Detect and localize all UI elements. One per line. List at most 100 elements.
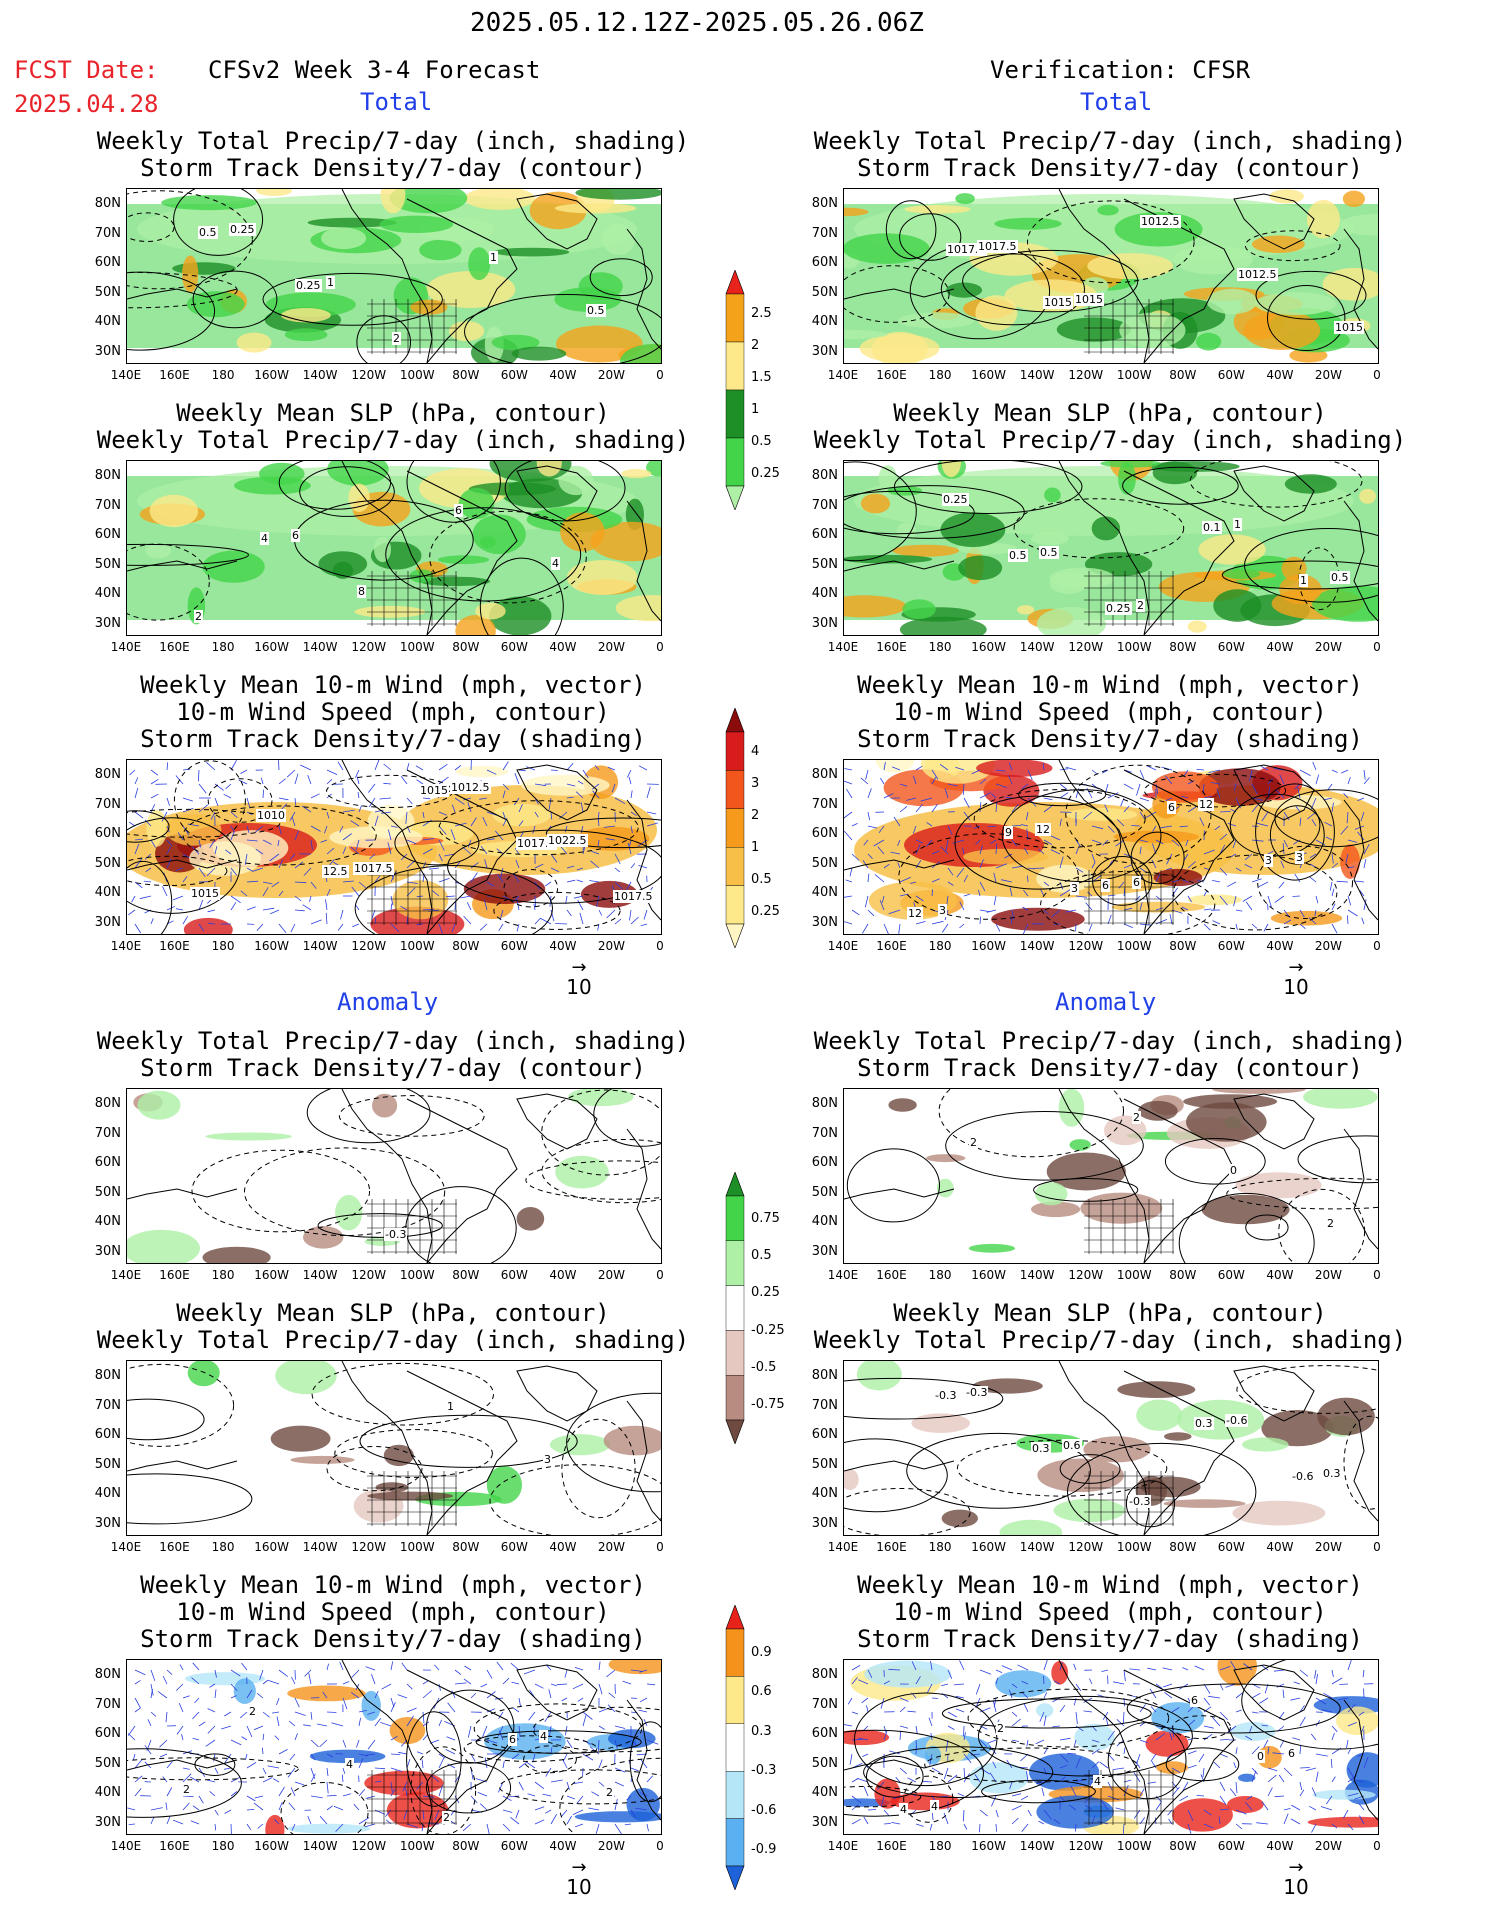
longitude-label: 20W [1314,939,1343,953]
longitude-label: 40W [549,939,577,953]
latitude-label: 50N [811,855,838,871]
latitude-label: 40N [811,314,838,329]
panel-title-line: Weekly Mean SLP (hPa, contour) [176,399,610,427]
longitude-label: 160E [876,1268,907,1282]
contour-label: 0.3 [1194,1417,1214,1430]
contour-label: 4 [930,1800,939,1813]
panel-title-line: Weekly Total Precip/7-day (inch, shading… [813,426,1407,454]
latitude-label: 30N [94,1515,121,1531]
latitude-label: 30N [94,1243,121,1259]
longitude-label: 160E [876,1839,907,1853]
longitude-label: 0 [656,640,664,654]
longitude-label: 120W [1068,368,1104,382]
forecast-total-slp-precip-title: Weekly Mean SLP (hPa, contour) Weekly Tot… [83,400,703,454]
latitude-label: 50N [94,1456,121,1472]
longitude-label: 180 [211,1839,235,1853]
reference-arrow-icon: → [571,957,587,978]
map-canvas [127,1660,661,1834]
contour-label: 0.25 [1105,602,1132,615]
latitude-label: 70N [94,1696,121,1712]
longitude-label: 80W [1169,640,1197,654]
latitude-label: 50N [811,556,838,572]
latitude-label: 80N [811,767,838,782]
longitude-label: 180 [928,939,952,953]
reference-vector-label: 10 [566,1875,592,1899]
latitude-label: 60N [94,527,121,542]
longitude-label: 0 [656,1268,664,1282]
contour-label: 3 [938,904,947,917]
latitude-label: 40N [94,1785,121,1800]
contour-label: 2 [969,1136,978,1149]
longitude-label: 140W [1019,1268,1055,1282]
latitude-label: 40N [94,885,121,900]
contour-label: 1017.5 [516,837,557,850]
longitude-label: 120W [1068,939,1104,953]
section-total-right: Total [1080,88,1153,116]
contour-label: 6 [454,504,463,517]
contour-label: 0.25 [942,493,969,506]
contour-label: 3 [1070,882,1079,895]
contour-label: 1012.5 [1140,215,1181,228]
latitude-label: 80N [94,767,121,782]
longitude-label: 180 [928,1268,952,1282]
longitude-label: 0 [656,1540,664,1554]
contour-label: 2 [1132,1111,1141,1124]
longitude-label: 40W [1266,640,1294,654]
longitude-label: 100W [1116,640,1152,654]
latitude-label: 50N [811,1184,838,1200]
latitude-label: 30N [811,1243,838,1259]
longitude-label: 140W [1019,1540,1055,1554]
longitude-label: 80W [452,1839,480,1853]
contour-label: -0.6 [1225,1414,1249,1427]
longitude-label: 140E [827,939,859,953]
longitude-label: 80W [452,939,480,953]
longitude-label: 60W [1217,368,1245,382]
longitude-label: 40W [1266,1268,1294,1282]
contour-label: -0.3 [965,1386,989,1399]
colorbar-label: 2 [751,808,760,823]
contour-label: 2 [1326,1217,1335,1230]
map-canvas [844,1361,1378,1535]
longitude-label: 100W [399,640,435,654]
latitude-label: 80N [94,1368,121,1383]
latitude-label: 70N [94,225,121,241]
longitude-label: 140W [302,939,338,953]
longitude-label: 160E [876,1540,907,1554]
longitude-label: 140W [1019,640,1055,654]
contour-label: 6 [1190,1694,1199,1707]
latitude-label: 30N [811,1814,838,1830]
latitude-label: 60N [94,1155,121,1170]
panel-title-line: Weekly Mean 10-m Wind (mph, vector) [857,671,1363,699]
contour-label: 4 [551,557,560,570]
latitude-label: 70N [94,1125,121,1141]
latitude-label: 30N [811,914,838,930]
colorbar-label: 1.5 [751,370,772,385]
reference-vector: → 10 [554,957,604,1000]
contour-label: 1015 [190,887,220,900]
contour-label: -0.3 [1128,1495,1152,1508]
longitude-label: 0 [1373,640,1381,654]
map-canvas [844,189,1378,363]
verification-anomaly-wind-storm-map: 0 4 2 4 6 6 4 [843,1659,1379,1835]
contour-label: 2 [442,1811,451,1824]
longitude-label: 160E [876,368,907,382]
longitude-label: 140W [1019,1839,1055,1853]
section-anomaly-left: Anomaly [337,988,439,1016]
longitude-label: 60W [500,368,528,382]
longitude-label: 160E [876,939,907,953]
latitude-label: 80N [811,468,838,483]
colorbar-swatches [725,707,745,949]
longitude-label: 160E [159,939,190,953]
latitude-label: 50N [811,284,838,300]
panel-title-line: Weekly Mean SLP (hPa, contour) [893,1299,1327,1327]
panel-title-line: Storm Track Density/7-day (shading) [140,1625,646,1653]
colorbar-label: 0.5 [751,434,772,449]
fcst-date: 2025.04.28 [14,90,159,118]
panel-title-line: Storm Track Density/7-day (shading) [140,725,646,753]
contour-label: 2 [1136,599,1145,612]
latitude-label: 80N [811,1368,838,1383]
longitude-label: 20W [597,1268,626,1282]
longitude-label: 140E [110,1268,142,1282]
contour-label: 8 [357,585,366,598]
